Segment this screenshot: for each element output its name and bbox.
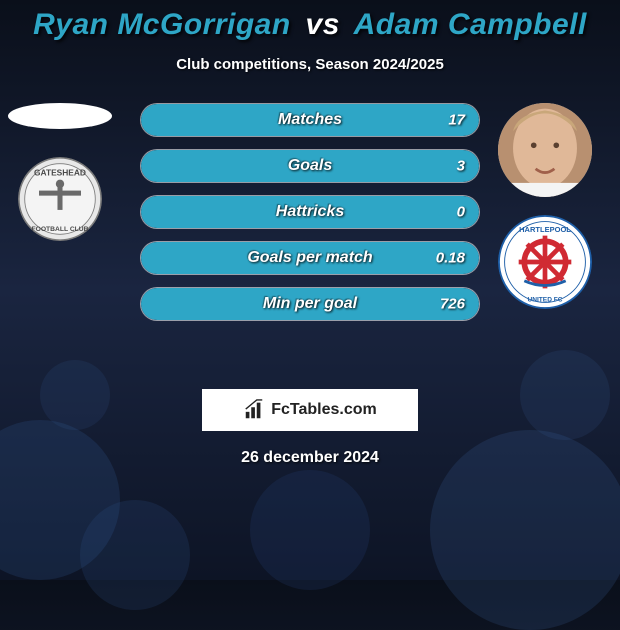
svg-text:FOOTBALL CLUB: FOOTBALL CLUB xyxy=(32,226,89,233)
right-player-column: HARTLEPOOL UNITED FC xyxy=(498,103,592,309)
svg-text:HARTLEPOOL: HARTLEPOOL xyxy=(519,225,571,234)
date-text: 26 december 2024 xyxy=(0,449,620,467)
stat-label: Hattricks xyxy=(276,203,344,221)
page-title: Ryan McGorrigan vs Adam Campbell xyxy=(0,0,620,42)
left-player-photo xyxy=(8,103,112,129)
bar-chart-icon xyxy=(243,399,265,421)
svg-text:UNITED FC: UNITED FC xyxy=(527,296,562,303)
subtitle: Club competitions, Season 2024/2025 xyxy=(0,56,620,73)
stat-row: Goals 3 xyxy=(140,149,480,183)
comparison-panel: GATESHEAD FOOTBALL CLUB xyxy=(0,103,620,363)
stat-value-right: 0.18 xyxy=(436,250,465,267)
stat-value-right: 3 xyxy=(457,158,465,175)
stat-label: Min per goal xyxy=(263,295,357,313)
stat-value-right: 0 xyxy=(457,204,465,221)
right-player-photo xyxy=(498,103,592,197)
left-player-column: GATESHEAD FOOTBALL CLUB xyxy=(8,103,112,241)
title-vs: vs xyxy=(306,8,340,41)
brand-logo-box: FcTables.com xyxy=(202,389,418,431)
title-player2: Adam Campbell xyxy=(354,8,587,41)
stat-row: Min per goal 726 xyxy=(140,287,480,321)
svg-text:GATESHEAD: GATESHEAD xyxy=(34,167,86,177)
stat-row: Hattricks 0 xyxy=(140,195,480,229)
stat-value-right: 726 xyxy=(440,296,465,313)
title-player1: Ryan McGorrigan xyxy=(33,8,291,41)
brand-text: FcTables.com xyxy=(271,401,377,419)
stat-label: Goals per match xyxy=(247,249,372,267)
stat-row: Goals per match 0.18 xyxy=(140,241,480,275)
stat-value-right: 17 xyxy=(448,112,465,129)
left-club-logo: GATESHEAD FOOTBALL CLUB xyxy=(18,157,102,241)
stat-row: Matches 17 xyxy=(140,103,480,137)
stat-label: Matches xyxy=(278,111,342,129)
stats-list: Matches 17 Goals 3 Hattricks 0 Goals per match… xyxy=(140,103,480,321)
right-club-logo: HARTLEPOOL UNITED FC xyxy=(498,215,592,309)
stat-label: Goals xyxy=(288,157,332,175)
